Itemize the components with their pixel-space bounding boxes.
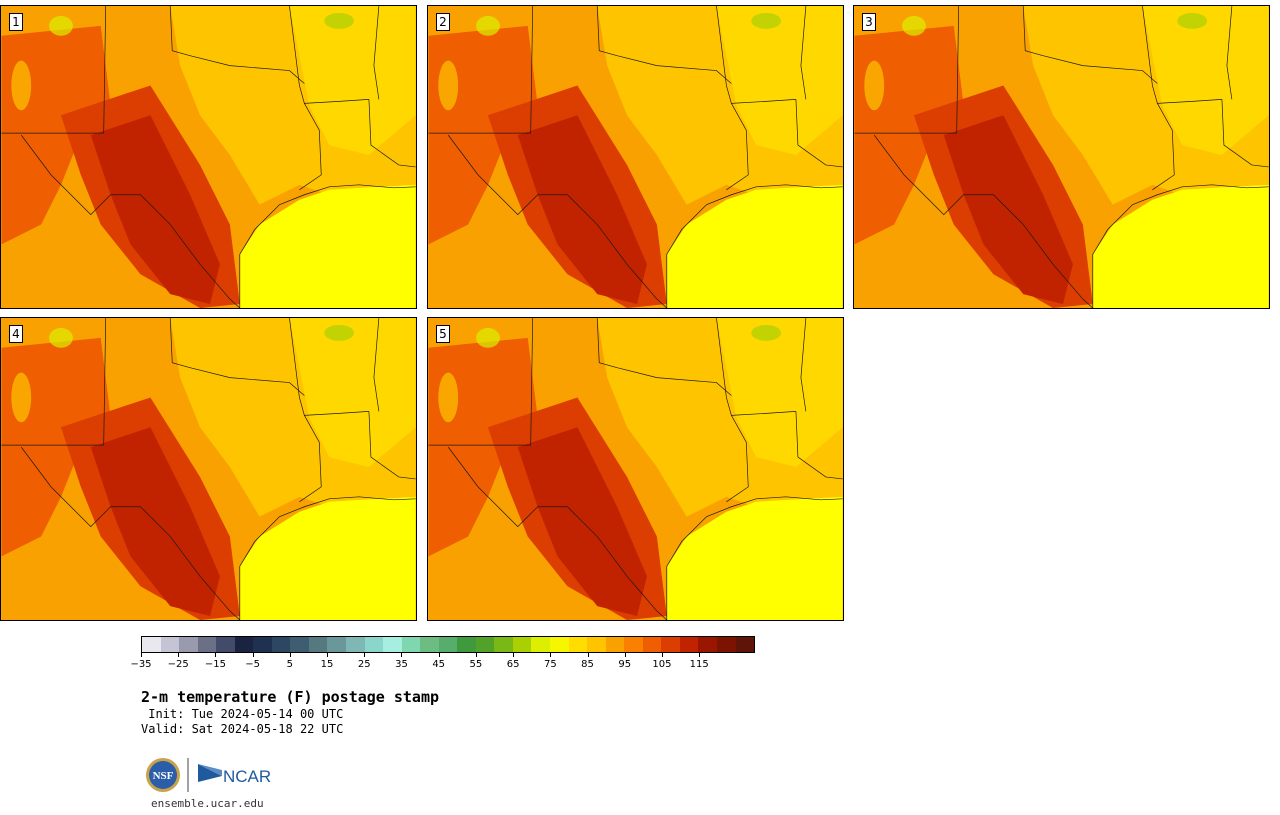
panel-label-3: 3 [862,13,876,31]
colorbar-swatch [735,637,755,652]
temperature-colorbar [141,636,755,653]
colorbar-swatch [494,637,513,652]
colorbar-tick-label: −35 [130,659,152,670]
panel-label-5: 5 [436,325,450,343]
site-url: ensemble.ucar.edu [151,797,264,810]
colorbar-tick-label: −15 [204,659,226,670]
colorbar-tick-label: 115 [689,659,709,670]
colorbar-tick-label: 55 [469,659,483,670]
colorbar-tick-label: 15 [320,659,334,670]
temperature-map-1 [1,6,416,308]
ncar-logo-text: NCAR [223,767,271,786]
valid-time: Valid: Sat 2024-05-18 22 UTC [141,722,344,736]
colorbar-tick-label: 25 [357,659,371,670]
colorbar-tick-label: −25 [167,659,189,670]
colorbar-tick [624,653,626,657]
colorbar-tick [252,653,254,657]
temperature-map-4 [1,318,416,620]
colorbar-tick [661,653,663,657]
colorbar-tick [587,653,589,657]
nsf-logo: NSF [146,758,180,792]
colorbar-swatch [531,637,551,652]
temperature-map-5 [428,318,843,620]
colorbar-swatch [197,637,217,652]
colorbar-tick [513,653,515,657]
temperature-map-3 [854,6,1269,308]
colorbar-swatch [364,637,384,652]
colorbar-tick-label: −5 [245,659,260,670]
colorbar-tick [550,653,552,657]
colorbar-swatch [438,637,458,652]
colorbar-swatch [661,637,680,652]
colorbar-swatch [605,637,625,652]
colorbar-swatch [716,637,736,652]
ensemble-member-map-3: 3 [853,5,1270,309]
colorbar-swatch [142,637,161,652]
colorbar-tick [475,653,477,657]
colorbar-tick [215,653,217,657]
ensemble-member-map-5: 5 [427,317,844,621]
ensemble-member-map-1: 1 [0,5,417,309]
colorbar-tick-label: 75 [543,659,557,670]
colorbar-tick [141,653,142,657]
colorbar-swatch [253,637,272,652]
ncar-logo: NCAR [198,764,271,786]
colorbar-swatch [179,637,198,652]
map-title: 2-m temperature (F) postage stamp [141,688,440,706]
colorbar-swatch [383,637,402,652]
sponsor-logos: NSF NCAR [144,756,274,794]
panel-label-4: 4 [9,325,23,343]
colorbar-swatch [327,637,347,652]
colorbar-swatch [698,637,717,652]
colorbar-tick-label: 85 [581,659,594,670]
nsf-logo-text: NSF [153,770,174,782]
colorbar-tick-label: 65 [506,659,520,670]
colorbar-swatch [457,637,476,652]
colorbar-swatch [271,637,291,652]
nsf-ncar-logo: NSF NCAR [146,758,271,792]
panel-label-2: 2 [436,13,450,31]
colorbar-swatch [401,637,421,652]
colorbar-swatch [420,637,439,652]
colorbar-tick [699,653,701,657]
colorbar-swatch [234,637,254,652]
ensemble-member-map-4: 4 [0,317,417,621]
colorbar-swatch [512,637,532,652]
colorbar-swatch [587,637,606,652]
colorbar-swatch [346,637,365,652]
colorbar-tick [178,653,180,657]
colorbar-tick [327,653,329,657]
colorbar-swatch [160,637,180,652]
colorbar-tick-label: 95 [618,659,632,670]
colorbar-tick-label: 105 [652,659,672,670]
colorbar-tick [438,653,440,657]
colorbar-tick-label: 35 [395,659,408,670]
colorbar-tick-label: 45 [432,659,446,670]
colorbar-swatch [624,637,643,652]
colorbar-swatch [475,637,495,652]
ensemble-member-map-2: 2 [427,5,844,309]
temperature-map-2 [428,6,843,308]
colorbar-tick [289,653,291,657]
colorbar-tick [364,653,366,657]
colorbar-swatch [308,637,328,652]
colorbar-swatch [290,637,309,652]
colorbar-swatch [550,637,569,652]
colorbar-ticks: −35 −25 −15 −5 5 15 25 35 45 55 65 75 85 95 105 115 [130,653,755,675]
colorbar-swatch [679,637,699,652]
colorbar-swatch [216,637,235,652]
colorbar-tick [401,653,403,657]
colorbar-swatch [642,637,662,652]
panel-label-1: 1 [9,13,23,31]
init-time: Init: Tue 2024-05-14 00 UTC [141,707,344,721]
colorbar-swatch [568,637,588,652]
colorbar-tick-label: 5 [286,659,294,670]
